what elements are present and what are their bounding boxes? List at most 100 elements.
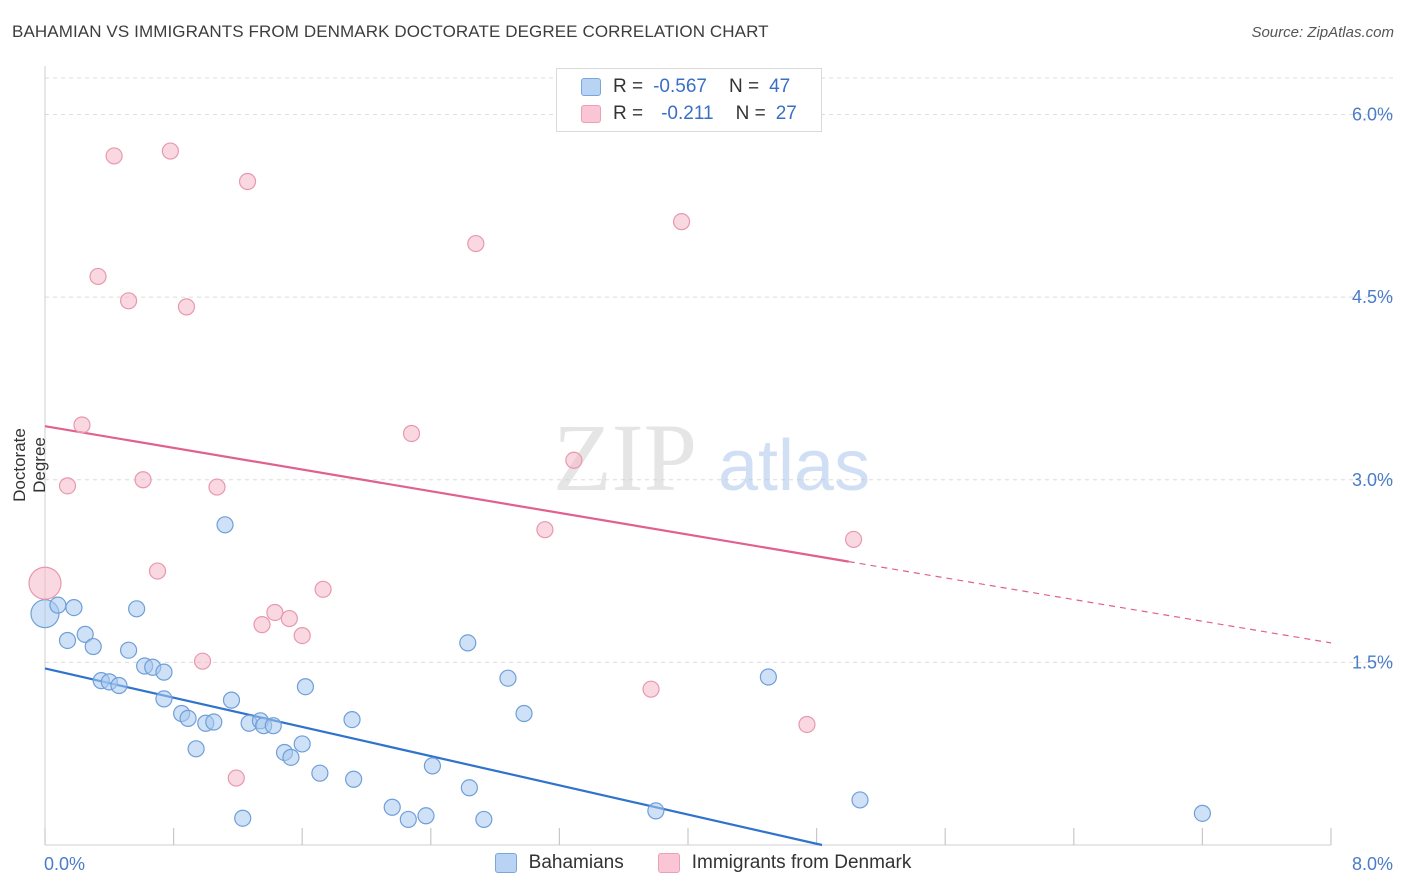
legend-n-label: N =: [735, 103, 766, 124]
y-axis-label: Doctorate Degree: [10, 428, 49, 502]
legend-label-denmark: Immigrants from Denmark: [691, 852, 912, 873]
bahamians-point: [110, 676, 128, 695]
trend-line-solid: [44, 425, 849, 563]
bahamians-point: [264, 717, 282, 735]
bahamians-point: [58, 631, 77, 650]
denmark-point: [148, 562, 167, 580]
grid-lines: [45, 77, 1395, 663]
correlation-legend: R = -0.567 N = 47 R = -0.211 N = 27: [556, 68, 822, 132]
bahamians-point: [155, 663, 173, 681]
x-tick-label: 8.0%: [1352, 854, 1393, 874]
bahamians-point: [345, 770, 363, 788]
bahamians-point: [383, 798, 401, 816]
denmark-point: [119, 292, 138, 310]
trend-lines: [44, 425, 1332, 847]
legend-r-value: -0.211: [661, 103, 714, 124]
axes: [44, 66, 1332, 846]
legend-row-bahamians: R = -0.567 N = 47: [581, 76, 790, 98]
bahamians-point: [205, 713, 223, 731]
denmark-point: [293, 626, 311, 645]
denmark-point: [280, 609, 298, 628]
bahamians-point: [343, 711, 361, 729]
denmark-point: [73, 416, 91, 434]
denmark-point: [536, 521, 554, 539]
denmark-point: [134, 471, 152, 489]
trend-line-dashed: [848, 561, 1332, 644]
bahamians-point: [76, 625, 94, 643]
bahamians-point: [423, 757, 442, 775]
denmark-point: [227, 769, 245, 787]
bahamians-point: [222, 691, 241, 709]
denmark-point: [798, 715, 816, 734]
denmark-point: [28, 566, 62, 600]
bahamians-point: [84, 637, 102, 656]
bahamians-point: [216, 516, 234, 534]
denmark-point: [208, 478, 226, 496]
y-tick-label: 3.0%: [1352, 470, 1393, 490]
trend-line-solid: [44, 667, 823, 847]
bahamians-point: [65, 598, 83, 617]
bahamians-point: [759, 668, 777, 686]
legend-r-label: R =: [613, 103, 644, 124]
legend-item-bahamians[interactable]: Bahamians: [494, 852, 624, 874]
y-tick-label: 6.0%: [1352, 105, 1393, 125]
legend-label-bahamians: Bahamians: [528, 852, 624, 873]
legend-r-value: -0.567: [653, 76, 707, 97]
bahamians-point: [296, 678, 315, 696]
denmark-point: [253, 616, 271, 634]
denmark-point: [844, 530, 863, 549]
bahamians-point: [119, 641, 138, 659]
bahamians-point: [475, 810, 493, 829]
denmark-point: [177, 298, 196, 316]
bahamians-point: [851, 791, 869, 809]
bahamians-point: [234, 809, 252, 827]
legend-r-label: R =: [613, 76, 644, 97]
legend-n-value: 47: [769, 76, 791, 97]
x-tick-label: 0.0%: [44, 854, 85, 874]
denmark-point: [58, 477, 77, 495]
watermark-atlas: atlas: [718, 426, 870, 506]
watermark: ZIP atlas: [553, 404, 870, 511]
source-label: Source: ZipAtlas.com: [1251, 24, 1394, 41]
legend-swatch-pink: [657, 853, 680, 873]
bahamians-point: [49, 596, 67, 614]
legend-swatch-pink: [581, 105, 601, 123]
bahamians-point: [460, 779, 478, 797]
chart-title: BAHAMIAN VS IMMIGRANTS FROM DENMARK DOCT…: [12, 22, 769, 41]
data-points: [28, 142, 1212, 829]
bahamians-point: [647, 802, 665, 820]
bahamians-point: [282, 748, 300, 766]
bahamians-point: [311, 764, 329, 782]
bahamians-point: [293, 735, 311, 753]
legend-swatch-blue: [581, 78, 601, 96]
denmark-point: [161, 142, 179, 160]
bahamians-point: [499, 669, 517, 687]
denmark-point: [672, 213, 691, 231]
legend-n-value: 27: [775, 103, 797, 124]
denmark-point: [89, 267, 107, 286]
legend-n-label: N =: [728, 76, 760, 97]
legend-swatch-blue: [494, 853, 517, 873]
denmark-point: [565, 451, 583, 469]
denmark-point: [238, 172, 257, 191]
bahamians-point: [179, 709, 197, 727]
legend-item-denmark[interactable]: Immigrants from Denmark: [657, 852, 912, 874]
bahamians-point: [1193, 804, 1212, 822]
legend-row-denmark: R = -0.211 N = 27: [581, 103, 797, 125]
bahamians-point: [155, 690, 173, 708]
denmark-point: [266, 603, 284, 622]
bahamians-point: [399, 810, 417, 829]
bahamians-point: [128, 600, 146, 618]
series-legend: Bahamians Immigrants from Denmark: [0, 852, 1406, 874]
denmark-point: [314, 580, 332, 598]
bahamians-point: [187, 740, 205, 758]
denmark-point: [467, 234, 485, 253]
denmark-point: [642, 680, 660, 698]
denmark-point: [105, 147, 123, 165]
tick-labels: 1.5% 3.0% 4.5% 6.0% 0.0% 8.0%: [44, 105, 1393, 874]
bahamians-point: [459, 634, 477, 652]
denmark-point: [402, 424, 421, 443]
denmark-point: [193, 652, 212, 670]
y-tick-label: 1.5%: [1352, 652, 1393, 672]
